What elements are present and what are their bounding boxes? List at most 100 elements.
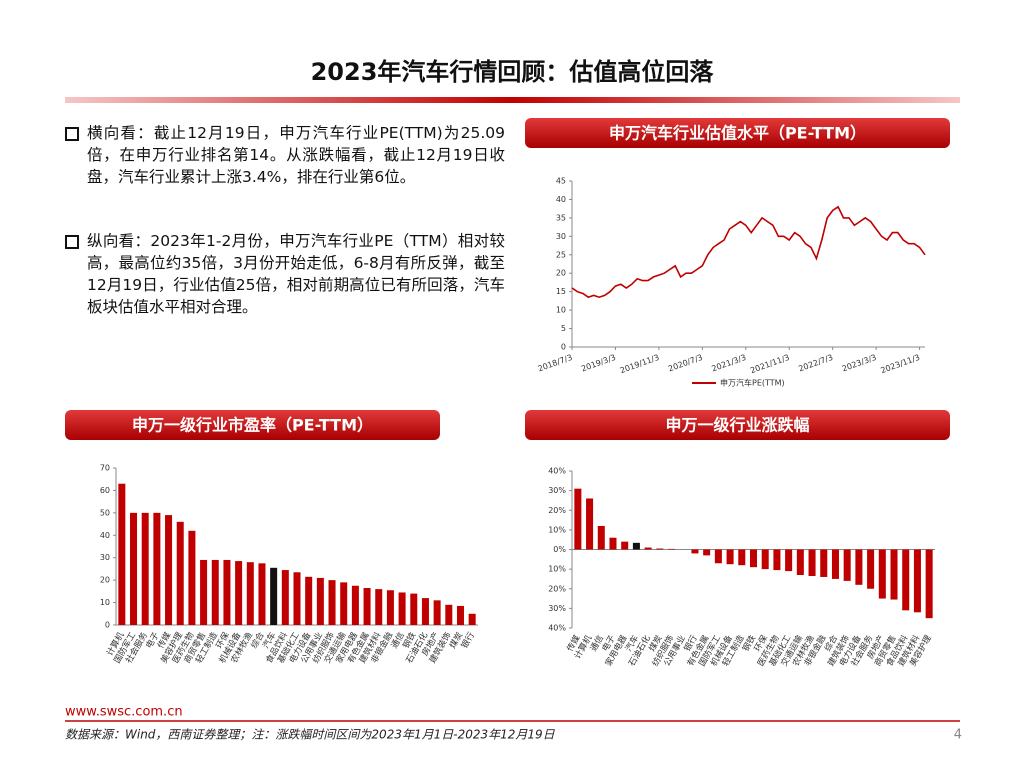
bullet-text: 横向看：截止12月19日，申万汽车行业PE(TTM)为25.09倍，在申万行业排… <box>87 124 505 186</box>
bar <box>456 605 464 625</box>
y-tick-label: 10% <box>548 565 566 574</box>
slide-title: 2023年汽车行情回顾：估值高位回落 <box>311 58 715 86</box>
bar <box>468 613 476 625</box>
bar <box>925 549 933 619</box>
y-tick-label: 45 <box>556 177 566 186</box>
bar <box>165 515 173 625</box>
line-series <box>571 205 926 299</box>
bar <box>421 598 429 625</box>
y-tick-label: 20% <box>548 506 566 515</box>
bar <box>749 549 758 568</box>
bar <box>656 548 664 550</box>
banner <box>65 410 440 440</box>
bar <box>305 576 313 625</box>
bar <box>773 549 781 571</box>
bar <box>632 542 640 550</box>
bar <box>867 549 875 589</box>
bar <box>188 530 196 625</box>
bar <box>691 549 699 554</box>
bullet: 横向看：截止12月19日，申万汽车行业PE(TTM)为25.09倍，在申万行业排… <box>65 122 505 188</box>
bar <box>574 488 582 550</box>
y-tick-label: 40% <box>548 624 566 633</box>
y-tick-label: 20 <box>556 269 566 278</box>
y-tick-label: 0 <box>561 343 566 352</box>
chart-title: 申万汽车行业估值水平（PE-TTM） <box>609 124 866 143</box>
bar <box>761 549 769 570</box>
bar <box>668 548 676 550</box>
y-tick-label: 20% <box>548 584 566 593</box>
bar <box>913 549 921 613</box>
x-tick-label: 2018/7/3 <box>537 353 574 374</box>
y-tick-label: 60 <box>100 486 110 495</box>
y-tick-label: 25 <box>556 250 566 259</box>
bar <box>293 572 301 625</box>
y-tick-label: 30% <box>548 604 566 613</box>
bullet-text: 纵向看：2023年1-2月份，申万汽车行业PE（TTM）相对较高，最高位约35倍… <box>87 232 505 316</box>
bar <box>855 549 863 585</box>
bar <box>211 559 219 625</box>
y-tick-label: 40 <box>556 195 566 204</box>
page-number: 4 <box>954 728 962 743</box>
bar <box>235 561 243 625</box>
y-tick-label: 0% <box>553 545 566 554</box>
bar <box>738 549 746 566</box>
bar <box>340 582 348 625</box>
bar <box>714 549 722 564</box>
bar <box>410 593 418 625</box>
bar <box>621 541 629 550</box>
y-tick-label: 20 <box>100 576 110 585</box>
x-tick-label: 2021/3/3 <box>710 353 747 374</box>
bar <box>586 498 594 550</box>
bar <box>258 563 266 625</box>
bar <box>153 512 161 625</box>
x-tick-label: 2021/11/3 <box>749 353 791 375</box>
bar <box>878 549 886 599</box>
bar <box>363 587 371 625</box>
bar <box>796 549 804 576</box>
footer-url: www.swsc.com.cn <box>65 705 183 720</box>
y-tick-label: 40 <box>100 531 110 540</box>
bar <box>398 592 406 625</box>
y-tick-label: 30 <box>100 553 110 562</box>
bar <box>386 590 394 625</box>
chart-title: 申万一级行业市盈率（PE-TTM） <box>132 416 373 435</box>
bar <box>246 562 254 625</box>
bar <box>902 549 910 611</box>
x-tick-label: 2019/3/3 <box>580 353 617 374</box>
bar <box>703 549 711 556</box>
y-tick-label: 15 <box>556 287 566 296</box>
bar <box>130 512 138 625</box>
y-tick-label: 10 <box>100 598 110 607</box>
bar <box>328 580 336 625</box>
legend-label: 申万汽车PE(TTM) <box>720 378 785 388</box>
bar <box>270 567 278 625</box>
y-tick-label: 40% <box>548 467 566 476</box>
title-rule <box>65 97 960 103</box>
bar <box>831 549 839 579</box>
footer-source: 数据来源：Wind，西南证券整理；注：涨跌幅时间区间为2023年1月1日-202… <box>65 728 556 742</box>
bar <box>726 549 734 565</box>
y-tick-label: 30% <box>548 486 566 495</box>
y-tick-label: 10 <box>556 306 566 315</box>
y-tick-label: 30 <box>556 232 566 241</box>
y-tick-label: 70 <box>100 464 110 473</box>
x-tick-label: 2020/7/3 <box>667 353 704 374</box>
banner <box>525 410 950 440</box>
chart-title: 申万一级行业涨跌幅 <box>665 416 809 435</box>
bar <box>644 547 652 550</box>
bar <box>375 589 383 625</box>
bar <box>223 559 231 625</box>
y-tick-label: 0 <box>105 621 110 630</box>
x-tick-label: 2019/11/3 <box>619 353 661 375</box>
bar <box>609 537 617 550</box>
bar <box>141 512 149 625</box>
bar <box>433 600 441 625</box>
y-tick-label: 5 <box>561 324 566 333</box>
banner <box>525 118 950 148</box>
bar <box>281 570 289 625</box>
y-tick-label: 50 <box>100 508 110 517</box>
x-tick-label: 2023/3/3 <box>841 353 878 374</box>
bar <box>597 525 605 550</box>
bar <box>118 483 126 625</box>
bar <box>785 549 793 572</box>
